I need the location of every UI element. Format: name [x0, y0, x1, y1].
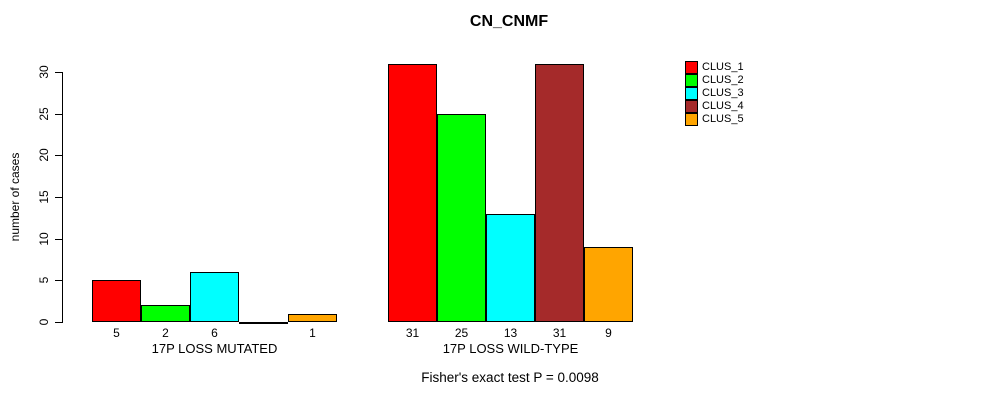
y-tick-label: 25 — [37, 106, 51, 121]
legend-label: CLUS_1 — [702, 61, 744, 73]
bar-clus_3-group2 — [486, 213, 535, 322]
y-axis-line — [62, 72, 63, 323]
legend-item-clus_5: CLUS_5 — [685, 113, 744, 126]
legend-label: CLUS_4 — [702, 100, 744, 112]
bar-clus_2-group2 — [437, 113, 486, 322]
y-tick-mark — [55, 280, 62, 282]
y-tick-mark — [55, 155, 62, 157]
chart-title: CN_CNMF — [469, 13, 549, 30]
y-tick-mark — [55, 113, 62, 115]
bar-value-label: 13 — [503, 326, 518, 340]
y-tick-label: 5 — [37, 276, 51, 284]
bar-value-label: 31 — [552, 326, 567, 340]
bar-clus_1-group1 — [92, 280, 141, 322]
legend-swatch-icon — [685, 61, 698, 74]
legend-label: CLUS_2 — [702, 74, 744, 86]
legend-swatch-icon — [685, 100, 698, 113]
legend-item-clus_1: CLUS_1 — [685, 61, 744, 74]
legend-label: CLUS_5 — [702, 113, 744, 125]
legend-item-clus_2: CLUS_2 — [685, 74, 744, 87]
x-group-label: 17P LOSS MUTATED — [151, 341, 278, 356]
bar-value-label: 6 — [211, 326, 218, 340]
bar-value-label: 9 — [605, 326, 612, 340]
bar-clus_2-group1 — [141, 305, 190, 322]
y-tick-label: 10 — [37, 231, 51, 246]
y-tick-label: 15 — [37, 190, 51, 204]
legend-swatch-icon — [685, 87, 698, 100]
bar-clus_5-group2 — [584, 247, 633, 322]
legend-swatch-icon — [685, 113, 698, 126]
legend-label: CLUS_3 — [702, 87, 744, 99]
bar-value-label: 2 — [162, 326, 169, 340]
y-tick-mark — [55, 72, 62, 73]
legend-swatch-icon — [685, 74, 698, 87]
legend-item-clus_4: CLUS_4 — [685, 100, 744, 113]
footnote-fishers-test: Fisher's exact test P = 0.0098 — [421, 370, 599, 385]
bar-clus_3-group1 — [190, 272, 239, 322]
bar-value-label: 1 — [309, 326, 316, 340]
y-tick-mark — [55, 238, 62, 240]
y-tick-label: 20 — [37, 148, 51, 163]
bar-clus_4-group2 — [535, 63, 584, 322]
y-axis-title: number of cases — [8, 152, 22, 242]
y-tick-mark — [55, 322, 62, 323]
bar-value-label: 25 — [454, 326, 469, 340]
bar-value-label: 5 — [113, 326, 120, 340]
y-tick-label: 0 — [37, 318, 51, 326]
x-group-label: 17P LOSS WILD-TYPE — [442, 341, 579, 356]
bar-clus_4-group1 — [239, 322, 288, 324]
y-tick-label: 30 — [37, 65, 51, 79]
bar-value-label: 31 — [405, 326, 420, 340]
legend-item-clus_3: CLUS_3 — [685, 87, 744, 100]
bar-clus_5-group1 — [288, 313, 337, 322]
bar-clus_1-group2 — [388, 63, 437, 322]
y-tick-mark — [55, 197, 62, 198]
legend: CLUS_1 CLUS_2 CLUS_3 CLUS_4 CLUS_5 — [685, 61, 744, 126]
